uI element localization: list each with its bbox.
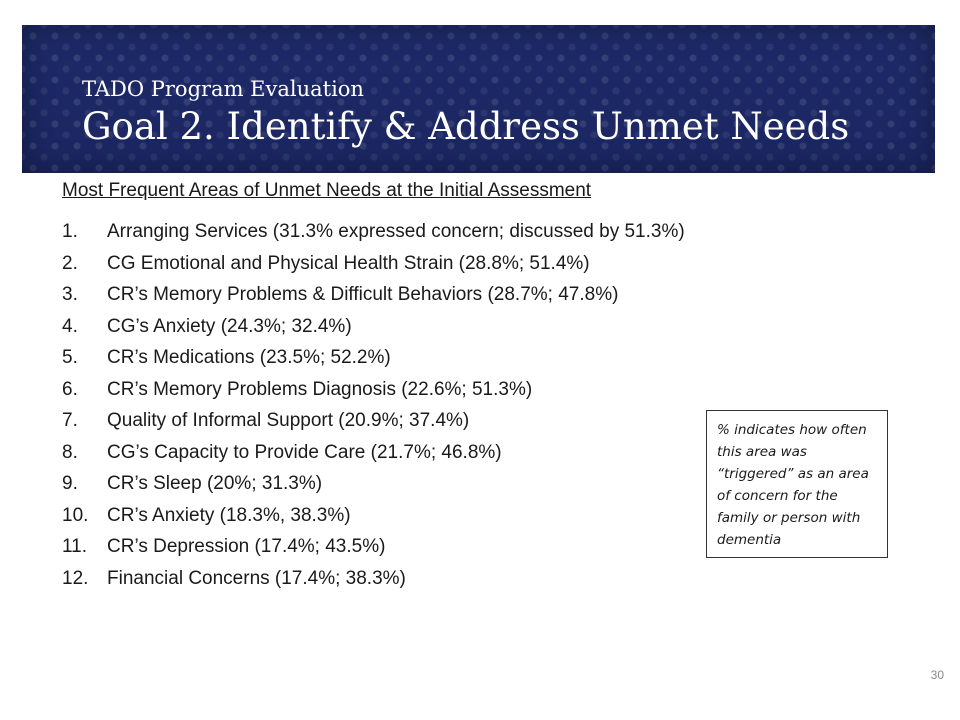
list-item: 9. CR’s Sleep (20%; 31.3%) xyxy=(62,471,685,503)
list-item-text: CG’s Capacity to Provide Care (21.7%; 46… xyxy=(107,441,502,463)
list-item-text: CR’s Depression (17.4%; 43.5%) xyxy=(107,536,386,557)
list-item: 7. Quality of Informal Support (20.9%; 37… xyxy=(62,408,685,440)
list-item-text: CG Emotional and Physical Health Strain … xyxy=(107,252,590,274)
list-item: 2. CG Emotional and Physical Health Strai… xyxy=(62,251,685,283)
unmet-needs-list: 1. Arranging Services (31.3% expressed co… xyxy=(62,219,685,597)
list-item-text: CR’s Sleep (20%; 31.3%) xyxy=(107,473,323,494)
list-item-number: 6. xyxy=(62,378,78,400)
section-heading: Most Frequent Areas of Unmet Needs at th… xyxy=(62,180,592,201)
list-item-text: Arranging Services (31.3% expressed conc… xyxy=(107,221,685,242)
page-number: 30 xyxy=(930,668,944,682)
list-item: 8. CG’s Capacity to Provide Care (21.7%; … xyxy=(62,440,685,472)
footnote-box: % indicates how often this area was “tri… xyxy=(706,410,888,558)
list-item-text: CR’s Anxiety (18.3%, 38.3%) xyxy=(107,504,351,526)
list-item-number: 3. xyxy=(62,284,78,305)
list-item-number: 12. xyxy=(62,567,89,589)
list-item: 3. CR’s Memory Problems & Difficult Behav… xyxy=(62,282,685,314)
list-item: 11. CR’s Depression (17.4%; 43.5%) xyxy=(62,534,685,566)
list-item: 1. Arranging Services (31.3% expressed co… xyxy=(62,219,685,251)
list-item-text: Financial Concerns (17.4%; 38.3%) xyxy=(107,567,406,589)
list-item-number: 4. xyxy=(62,315,78,337)
list-item: 12. Financial Concerns (17.4%; 38.3%) xyxy=(62,566,685,598)
list-item-number: 8. xyxy=(62,441,78,463)
list-item-number: 1. xyxy=(62,221,78,242)
list-item-number: 7. xyxy=(62,410,78,431)
list-item-text: CG’s Anxiety (24.3%; 32.4%) xyxy=(107,315,352,337)
list-item-number: 2. xyxy=(62,252,78,274)
list-item-text: CR’s Memory Problems Diagnosis (22.6%; 5… xyxy=(107,378,533,400)
list-item: 10. CR’s Anxiety (18.3%, 38.3%) xyxy=(62,503,685,535)
list-item: 4. CG’s Anxiety (24.3%; 32.4%) xyxy=(62,314,685,346)
list-item-text: CR’s Memory Problems & Difficult Behavio… xyxy=(107,284,619,305)
list-item: 5. CR’s Medications (23.5%; 52.2%) xyxy=(62,345,685,377)
list-item: 6. CR’s Memory Problems Diagnosis (22.6%;… xyxy=(62,377,685,409)
list-item-number: 5. xyxy=(62,347,78,368)
list-item-text: Quality of Informal Support (20.9%; 37.4… xyxy=(107,410,470,431)
banner-subtitle: TADO Program Evaluation xyxy=(82,77,364,101)
list-item-number: 11. xyxy=(62,536,88,557)
list-item-number: 10. xyxy=(62,504,89,526)
slide-title: Goal 2. Identify & Address Unmet Needs xyxy=(82,105,850,148)
title-banner: TADO Program Evaluation Goal 2. Identify… xyxy=(22,25,935,173)
list-item-text: CR’s Medications (23.5%; 52.2%) xyxy=(107,347,391,368)
list-item-number: 9. xyxy=(62,473,78,494)
